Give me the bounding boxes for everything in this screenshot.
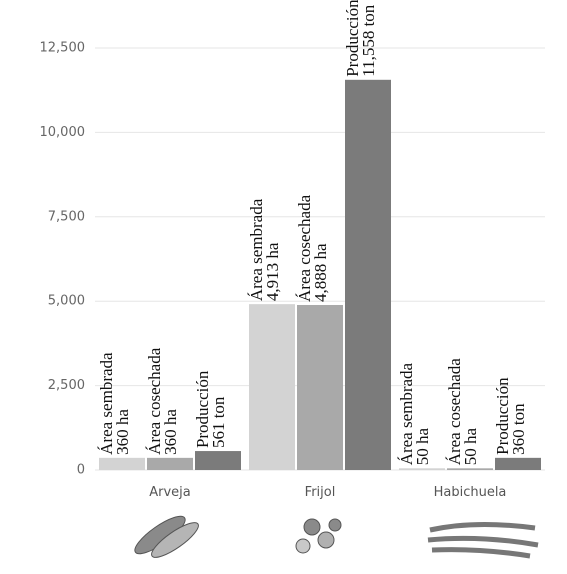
bean-icon (303, 518, 321, 536)
bar (147, 457, 193, 470)
x-tick-label: Arveja (149, 485, 191, 500)
y-tick-label: 0 (77, 463, 85, 478)
bar (495, 457, 541, 470)
value-label: 11,558 ton (359, 4, 378, 77)
y-tick-label: 5,000 (48, 294, 85, 309)
bar (447, 468, 493, 470)
x-tick-label: Frijol (305, 485, 336, 500)
greenbean-icon (427, 521, 539, 559)
value-label: 4,913 ha (263, 242, 282, 301)
bar (195, 451, 241, 470)
x-tick-label: Habichuela (434, 485, 507, 500)
bar (249, 304, 295, 470)
value-label: 50 ha (413, 428, 432, 466)
icons (134, 515, 539, 559)
y-tick-label: 7,500 (48, 209, 85, 224)
bar (345, 79, 391, 471)
series-label: Producción (343, 0, 362, 77)
series-label: Área cosechada (445, 358, 464, 466)
pea-icon (151, 522, 199, 558)
value-label: 4,888 ha (311, 243, 330, 302)
series-label: Área cosechada (145, 347, 164, 455)
y-tick-label: 2,500 (48, 378, 85, 393)
value-label: 50 ha (461, 428, 480, 466)
bar (99, 457, 145, 470)
series-label: Área sembrada (397, 362, 416, 465)
value-label: 360 ha (161, 409, 180, 455)
series-label: Área cosechada (295, 194, 314, 302)
bean-icon (317, 531, 335, 549)
value-label: 360 ton (509, 403, 528, 455)
series-label: Producción (493, 377, 512, 455)
bean-icon (328, 518, 342, 532)
bar (399, 468, 445, 470)
series-label: Área sembrada (97, 352, 116, 455)
bean-icon (295, 538, 311, 554)
series-label: Área sembrada (247, 198, 266, 301)
series-label: Producción (193, 370, 212, 448)
value-label: 561 ton (209, 396, 228, 448)
y-tick-label: 10,000 (40, 125, 86, 140)
y-tick-label: 12,500 (40, 41, 86, 56)
bar (297, 304, 343, 470)
value-label: 360 ha (113, 409, 132, 455)
